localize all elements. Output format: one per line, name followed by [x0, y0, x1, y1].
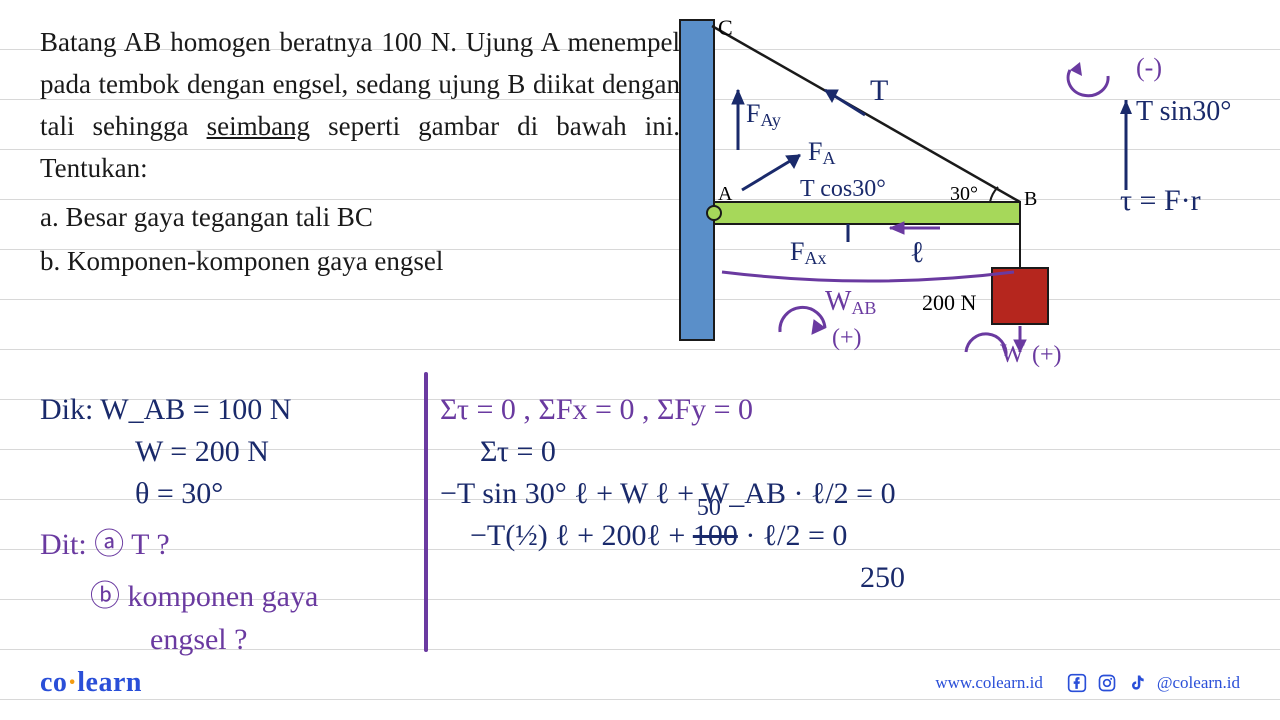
- label-c: C: [718, 15, 733, 40]
- dit-l5: ⓑ komponen gaya: [40, 571, 420, 615]
- wr-l4: −T(½) ℓ + 200ℓ + 50 100 · ℓ/2 = 0: [440, 519, 1160, 553]
- beam: [714, 202, 1020, 224]
- neg-arc: [1068, 70, 1108, 96]
- angle-arc: [990, 187, 998, 202]
- problem-body: Batang AB homogen beratnya 100 N. Ujung …: [40, 27, 680, 183]
- dit-l6: engsel ?: [40, 623, 420, 657]
- tiktok-icon: [1127, 673, 1147, 693]
- label-angle: 30°: [950, 183, 978, 205]
- footer-url: www.colearn.id: [935, 673, 1042, 693]
- facebook-icon: [1067, 673, 1087, 693]
- hw-tcos: T cos30°: [800, 176, 886, 202]
- wr-l4-strike: 100: [693, 519, 738, 552]
- hw-plus2: (+): [1032, 342, 1062, 368]
- wr-l4b: · ℓ/2 = 0: [745, 519, 847, 552]
- weight-block: [992, 268, 1048, 324]
- wall: [680, 20, 714, 340]
- hw-t: T: [870, 74, 888, 107]
- wr-l4a: −T(½) ℓ + 200ℓ +: [470, 519, 693, 552]
- hw-plus1: (+): [832, 325, 862, 351]
- physics-diagram: C A B 30° 200 N T FAy FA T cos30° FAx ℓ: [670, 10, 1070, 370]
- problem-statement: Batang AB homogen beratnya 100 N. Ujung …: [40, 22, 680, 285]
- option-a: a. Besar gaya tegangan tali BC: [40, 197, 680, 239]
- work-left: Dik: W_AB = 100 N W = 200 N θ = 30° Dit:…: [40, 385, 420, 665]
- footer: co·learn www.colearn.id @colearn.id: [0, 658, 1280, 708]
- hw-l: ℓ: [910, 236, 924, 269]
- hw-wab: WAB: [825, 286, 876, 318]
- option-b: b. Komponen-komponen gaya engsel: [40, 241, 680, 283]
- instagram-icon: [1097, 673, 1117, 693]
- dik-line: Dik: W_AB = 100 N: [40, 393, 420, 427]
- neg-arc-head: [1070, 62, 1082, 76]
- hw-fax: FAx: [790, 237, 826, 268]
- length-underline: [722, 272, 1014, 281]
- logo-learn: learn: [77, 667, 142, 698]
- label-a: A: [718, 183, 733, 205]
- work-right: Στ = 0 , ΣFx = 0 , ΣFy = 0 Στ = 0 −T sin…: [440, 385, 1160, 603]
- wr-l4-over: 50: [697, 495, 721, 522]
- dik-l3: θ = 30°: [40, 477, 420, 511]
- hw-fay: FAy: [746, 99, 781, 130]
- tsin-arrowhead: [1120, 100, 1132, 114]
- side-annotations: (-) T sin30° τ = F·r: [1060, 40, 1270, 365]
- dik-l2: W = 200 N: [40, 435, 420, 469]
- footer-handle: @colearn.id: [1157, 673, 1240, 693]
- side-minus: (-): [1136, 53, 1162, 82]
- side-tsin: T sin30°: [1136, 96, 1231, 127]
- dit-l4: Dit: ⓐ T ?: [40, 519, 420, 563]
- wr-l5: 250: [440, 561, 1160, 595]
- label-b: B: [1024, 188, 1037, 210]
- logo-dot: ·: [67, 667, 77, 698]
- wr-l3: −T sin 30° ℓ + W ℓ + W_AB · ℓ/2 = 0: [440, 477, 1160, 511]
- side-torque: τ = F·r: [1120, 184, 1201, 217]
- social-icons: @colearn.id: [1067, 673, 1240, 693]
- logo-co: co: [40, 667, 67, 698]
- column-divider: [424, 372, 428, 652]
- footer-right: www.colearn.id @colearn.id: [935, 673, 1240, 693]
- dik-l1: Dik: W_AB = 100 N: [40, 393, 291, 426]
- fay-arrowhead: [732, 90, 744, 104]
- logo: co·learn: [40, 667, 142, 699]
- wr-l1: Στ = 0 , ΣFx = 0 , ΣFy = 0: [440, 393, 1160, 427]
- label-weight: 200 N: [922, 290, 977, 315]
- wr-l2: Στ = 0: [440, 435, 1160, 469]
- hw-fa: FA: [808, 137, 835, 168]
- hinge: [707, 206, 721, 220]
